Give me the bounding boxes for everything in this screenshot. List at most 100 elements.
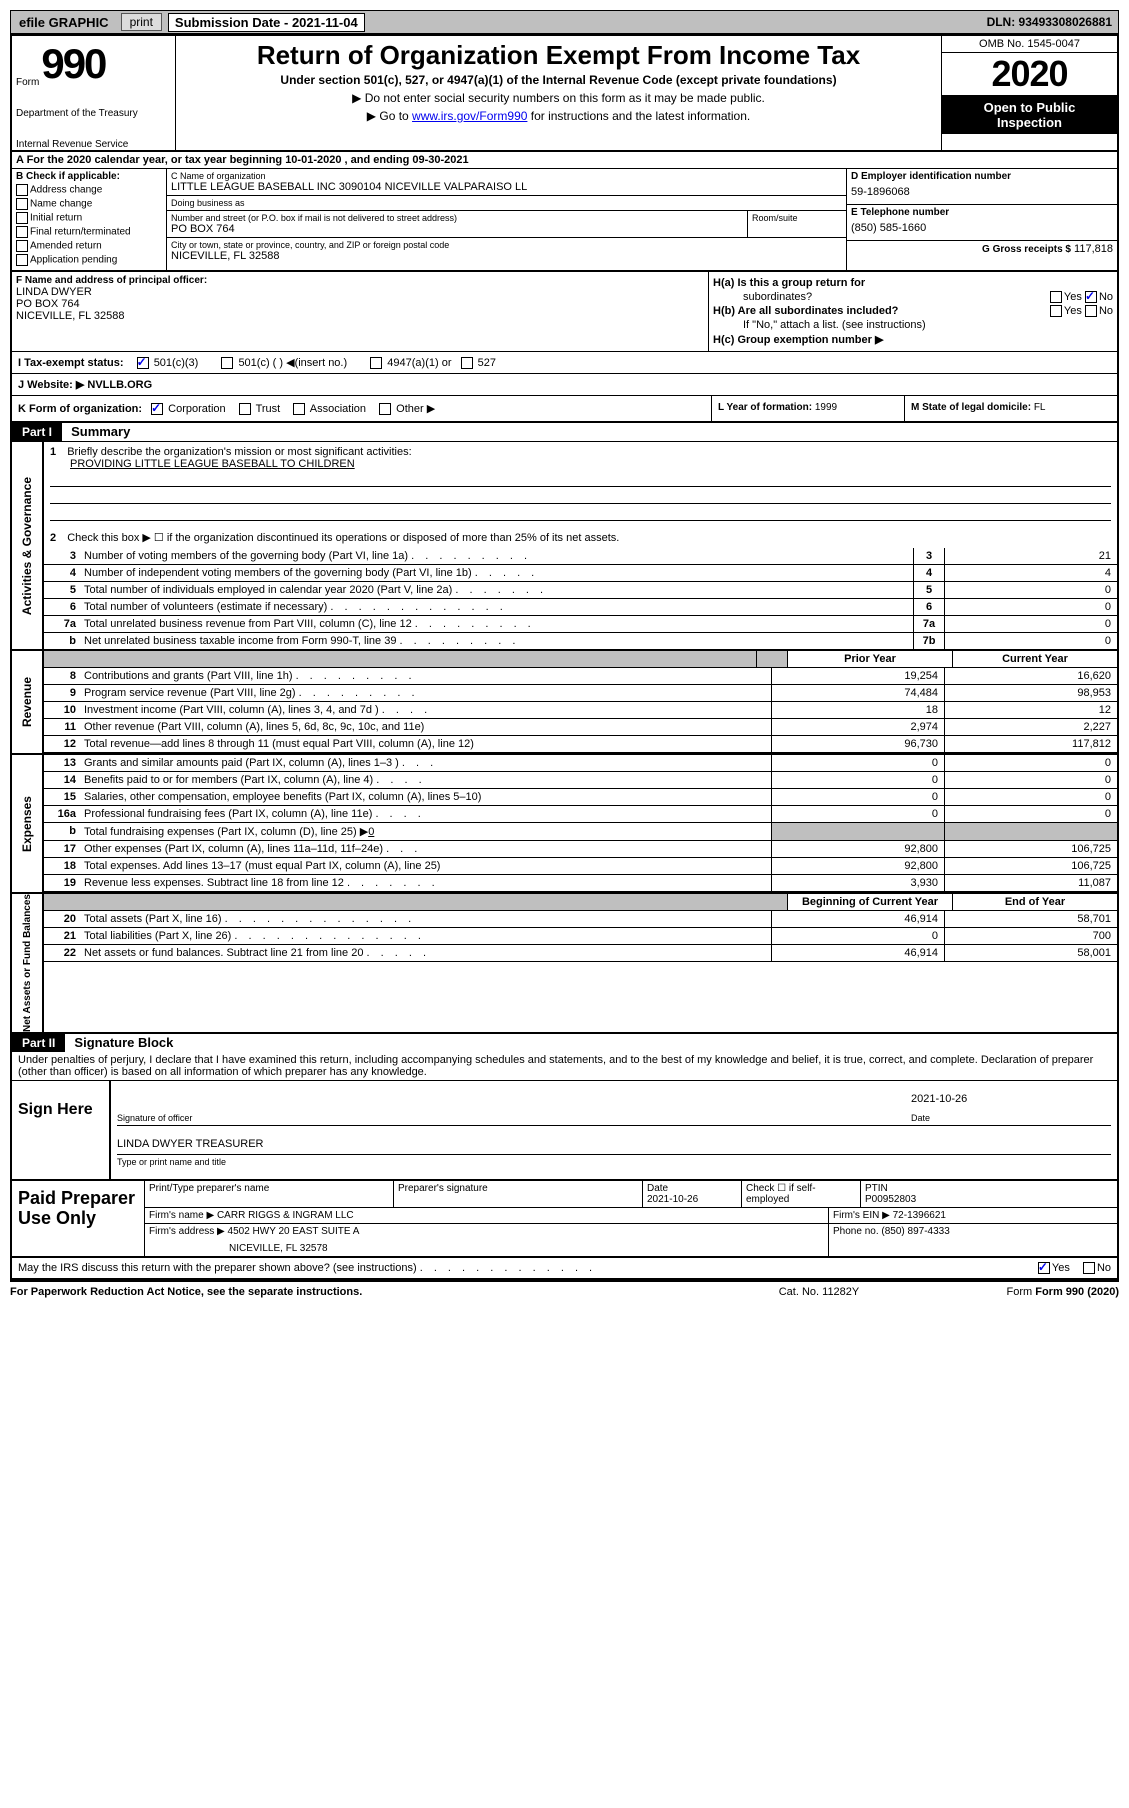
line7a-val: 0 [944, 616, 1117, 632]
discuss-no-checkbox[interactable] [1083, 1262, 1095, 1274]
section-m: M State of legal domicile: FL [904, 396, 1117, 421]
ptin-label: PTIN [865, 1183, 888, 1194]
line5-text: Total number of individuals employed in … [84, 584, 452, 596]
line3-val: 21 [944, 548, 1117, 564]
other-checkbox[interactable] [379, 403, 391, 415]
f-street: PO BOX 764 [16, 298, 704, 310]
501c-checkbox[interactable] [221, 357, 233, 369]
assoc-checkbox[interactable] [293, 403, 305, 415]
addr-change-checkbox[interactable] [16, 184, 28, 196]
ha-no-checkbox[interactable] [1085, 291, 1097, 303]
line7b-text: Net unrelated business taxable income fr… [84, 635, 396, 647]
line16b-curr-shaded [944, 823, 1117, 840]
hb-label: H(b) Are all subordinates included? [713, 305, 898, 317]
paid-preparer-text: Paid Preparer Use Only [18, 1189, 138, 1229]
line10-prior: 18 [771, 702, 944, 718]
line14-curr: 0 [944, 772, 1117, 788]
discuss-yes-checkbox[interactable] [1038, 1262, 1050, 1274]
dba-label: Doing business as [171, 198, 842, 208]
end-year-header: End of Year [952, 894, 1117, 910]
part2-title: Signature Block [68, 1035, 173, 1050]
section-f: F Name and address of principal officer:… [12, 272, 709, 351]
part2-header-row: Part II Signature Block [12, 1034, 1117, 1052]
discuss-no-label: No [1097, 1262, 1111, 1274]
assoc-label: Association [310, 403, 366, 415]
firm-ein: 72-1396621 [893, 1210, 946, 1221]
section-h: H(a) Is this a group return for subordin… [709, 272, 1117, 351]
line20-prior: 46,914 [771, 911, 944, 927]
line10-text: Investment income (Part VIII, column (A)… [84, 704, 379, 716]
i-label: I Tax-exempt status: [18, 357, 124, 369]
ptin-value: P00952803 [865, 1194, 916, 1205]
line6-text: Total number of volunteers (estimate if … [84, 601, 327, 613]
line16b-prior-shaded [771, 823, 944, 840]
line10-curr: 12 [944, 702, 1117, 718]
line18-curr: 106,725 [944, 858, 1117, 874]
trust-checkbox[interactable] [239, 403, 251, 415]
hb-yes-checkbox[interactable] [1050, 305, 1062, 317]
form-container: Form 990 Department of the Treasury Inte… [10, 34, 1119, 1282]
instr-goto-pre: ▶ Go to [367, 109, 412, 123]
501c-label: 501(c) ( ) ◀(insert no.) [238, 357, 347, 369]
website-value: NVLLB.ORG [87, 379, 152, 391]
line21-prior: 0 [771, 928, 944, 944]
footer-left: For Paperwork Reduction Act Notice, see … [10, 1286, 719, 1298]
4947-checkbox[interactable] [370, 357, 382, 369]
other-label: Other ▶ [396, 403, 435, 415]
column-b: B Check if applicable: Address change Na… [12, 169, 167, 270]
line9-curr: 98,953 [944, 685, 1117, 701]
amended-checkbox[interactable] [16, 240, 28, 252]
ha-yes-checkbox[interactable] [1050, 291, 1062, 303]
dept-treasury: Department of the Treasury [16, 108, 171, 119]
527-label: 527 [478, 357, 496, 369]
instr-ssn: ▶ Do not enter social security numbers o… [182, 91, 935, 105]
m-value: FL [1034, 402, 1046, 413]
line19-prior: 3,930 [771, 875, 944, 891]
line16a-curr: 0 [944, 806, 1117, 822]
line1-label: Briefly describe the organization's miss… [67, 446, 411, 458]
final-checkbox[interactable] [16, 226, 28, 238]
amended-label: Amended return [30, 241, 102, 252]
footer: For Paperwork Reduction Act Notice, see … [10, 1282, 1119, 1302]
sign-here-text: Sign Here [18, 1101, 103, 1119]
app-pending-checkbox[interactable] [16, 254, 28, 266]
street-value: PO BOX 764 [171, 223, 743, 235]
org-name-label: C Name of organization [171, 171, 842, 181]
line21-curr: 700 [944, 928, 1117, 944]
form-title: Return of Organization Exempt From Incom… [182, 40, 935, 71]
section-k: K Form of organization: Corporation Trus… [12, 396, 711, 421]
instr-link[interactable]: www.irs.gov/Form990 [412, 109, 527, 123]
line8-text: Contributions and grants (Part VIII, lin… [84, 670, 293, 682]
527-checkbox[interactable] [461, 357, 473, 369]
line15-text: Salaries, other compensation, employee b… [80, 789, 771, 805]
discuss-yes-label: Yes [1052, 1262, 1070, 1274]
street-label: Number and street (or P.O. box if mail i… [171, 213, 743, 223]
name-change-checkbox[interactable] [16, 198, 28, 210]
top-toolbar: efile GRAPHIC print Submission Date - 20… [10, 10, 1119, 34]
hb-no-label: No [1099, 305, 1113, 317]
line22-curr: 58,001 [944, 945, 1117, 961]
line13-curr: 0 [944, 755, 1117, 771]
trust-label: Trust [256, 403, 281, 415]
section-j: J Website: ▶ NVLLB.ORG [12, 374, 1117, 396]
firm-phone: (850) 897-4333 [881, 1226, 949, 1237]
4947-label: 4947(a)(1) or [387, 357, 451, 369]
line22-text: Net assets or fund balances. Subtract li… [84, 947, 363, 959]
corp-checkbox[interactable] [151, 403, 163, 415]
line15-curr: 0 [944, 789, 1117, 805]
sig-date-label: Date [911, 1113, 1111, 1123]
part1-badge: Part I [12, 423, 62, 441]
line11-curr: 2,227 [944, 719, 1117, 735]
prior-year-header: Prior Year [787, 651, 952, 667]
501c3-label: 501(c)(3) [154, 357, 199, 369]
501c3-checkbox[interactable] [137, 357, 149, 369]
room-label: Room/suite [752, 213, 842, 223]
initial-checkbox[interactable] [16, 212, 28, 224]
print-button[interactable]: print [121, 13, 162, 31]
netassets-vtext: Net Assets or Fund Balances [22, 894, 33, 1032]
line17-text: Other expenses (Part IX, column (A), lin… [84, 843, 383, 855]
tel-label: E Telephone number [851, 207, 1113, 218]
line15-prior: 0 [771, 789, 944, 805]
line8-curr: 16,620 [944, 668, 1117, 684]
hb-no-checkbox[interactable] [1085, 305, 1097, 317]
